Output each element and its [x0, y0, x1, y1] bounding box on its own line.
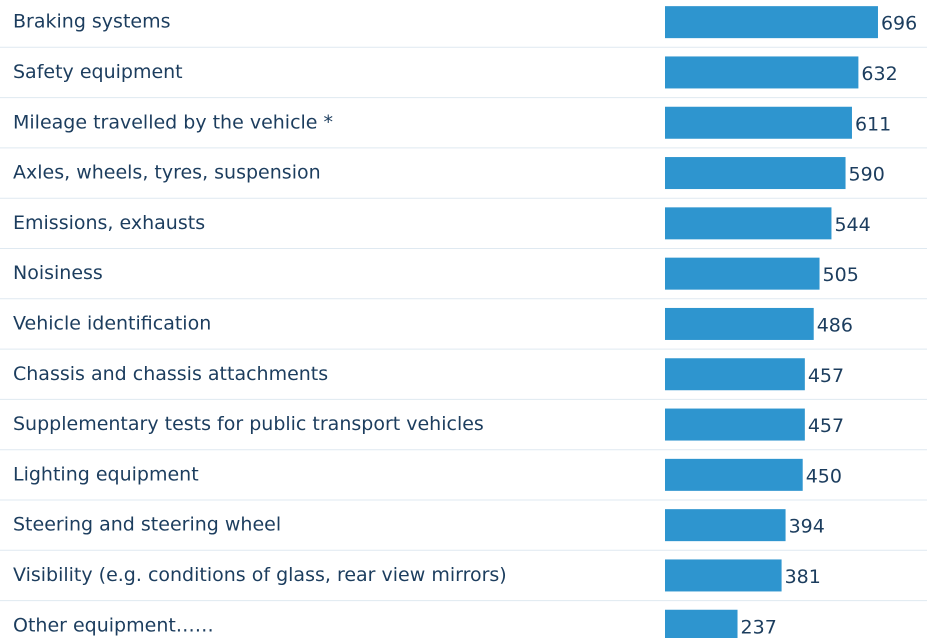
row-label: Other equipment……: [13, 614, 214, 636]
row-label: Noisiness: [13, 262, 103, 284]
bar: [665, 509, 786, 542]
bar: [665, 157, 846, 190]
value-label: 611: [855, 113, 891, 135]
row-label: Supplementary tests for public transport…: [13, 413, 484, 435]
value-label: 505: [823, 264, 859, 286]
value-label: 381: [785, 566, 821, 588]
value-label: 590: [849, 164, 885, 186]
bar: [665, 609, 738, 638]
bar: [665, 458, 803, 491]
value-label: 457: [808, 415, 844, 437]
value-label: 394: [789, 516, 825, 538]
row-label: Visibility (e.g. conditions of glass, re…: [13, 564, 507, 586]
row-label: Vehicle identification: [13, 312, 211, 334]
bar: [665, 207, 832, 240]
row-label: Lighting equipment: [13, 463, 199, 485]
bar: [665, 559, 782, 592]
bar: [665, 6, 878, 39]
row-label: Safety equipment: [13, 61, 183, 83]
value-label: 486: [817, 314, 853, 336]
value-label: 457: [808, 365, 844, 387]
bar: [665, 358, 805, 391]
value-label: 696: [881, 13, 917, 35]
value-label: 544: [834, 214, 870, 236]
row-label: Mileage travelled by the vehicle *: [13, 111, 333, 133]
row-label: Chassis and chassis attachments: [13, 363, 328, 385]
value-label: 450: [806, 465, 842, 487]
row-label: Steering and steering wheel: [13, 514, 281, 536]
row-label: Braking systems: [13, 11, 171, 33]
bar: [665, 106, 852, 139]
bar: [665, 56, 859, 89]
value-label: 632: [861, 63, 897, 85]
value-label: 237: [741, 616, 777, 638]
bar: [665, 408, 805, 441]
row-label: Emissions, exhausts: [13, 212, 205, 234]
row-label: Axles, wheels, tyres, suspension: [13, 162, 321, 184]
bar: [665, 307, 814, 340]
bar: [665, 257, 820, 290]
